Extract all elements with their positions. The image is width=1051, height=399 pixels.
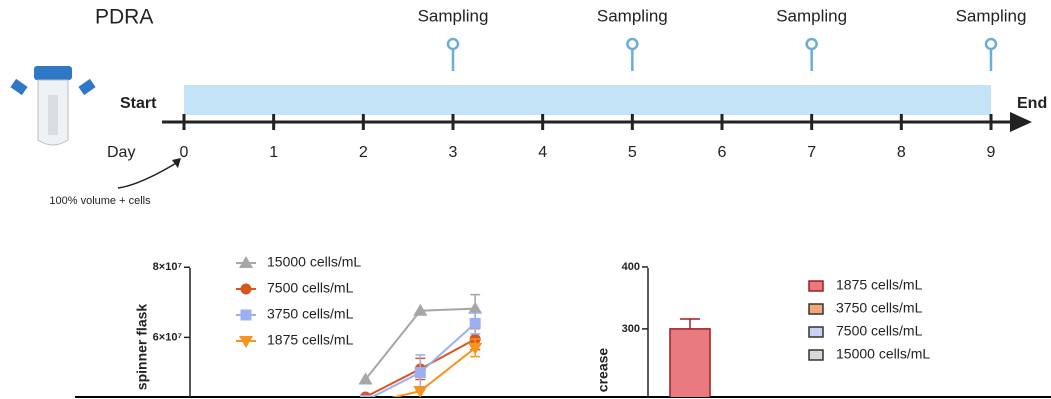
marker xyxy=(469,317,481,329)
y-tick-label: 8×10⁷ xyxy=(153,261,183,273)
day-number: 5 xyxy=(628,144,637,161)
day-number: 3 xyxy=(449,144,458,161)
legend-label: 7500 cells/mL xyxy=(836,323,923,339)
y-axis-label: spinner flask xyxy=(134,304,150,391)
bar xyxy=(669,328,711,397)
legend-label: 1875 cells/mL xyxy=(836,277,923,293)
culture-band xyxy=(184,85,991,115)
sampling-label: Sampling xyxy=(956,6,1027,25)
plot xyxy=(669,318,711,397)
legend-label: 15000 cells/mL xyxy=(836,346,930,362)
sampling-head xyxy=(626,37,639,51)
marker xyxy=(358,372,373,385)
sampling-label: Sampling xyxy=(597,6,668,25)
legend-label: 7500 cells/mL xyxy=(267,280,354,296)
marker xyxy=(413,303,428,316)
note: 100% volume + cells xyxy=(49,195,150,207)
sampling-label: Sampling xyxy=(776,6,847,25)
marker xyxy=(359,395,371,397)
day-number: 6 xyxy=(718,144,727,161)
marker xyxy=(240,309,252,321)
y-tick-label: 400 xyxy=(622,261,640,273)
flask-icon xyxy=(10,66,96,146)
plot xyxy=(358,293,483,397)
end-label: End xyxy=(1017,95,1047,112)
day-label: Day xyxy=(107,144,135,161)
y-tick-label: 6×10⁷ xyxy=(153,331,183,343)
error-bar xyxy=(680,318,700,329)
sampling-label: Sampling xyxy=(418,6,489,25)
day-number: 2 xyxy=(359,144,368,161)
title: PDRA xyxy=(95,6,153,29)
marker xyxy=(240,283,252,295)
sampling-head xyxy=(984,37,998,51)
legend-swatch xyxy=(808,280,824,292)
sampling-head xyxy=(805,37,818,51)
legend-label: 3750 cells/mL xyxy=(836,300,923,316)
legend-label: 1875 cells/mL xyxy=(267,332,354,348)
legend-swatch xyxy=(808,326,824,338)
start-label: Start xyxy=(120,95,157,112)
legend-label: 3750 cells/mL xyxy=(267,306,354,322)
axis-arrow xyxy=(1010,112,1032,132)
note-arrowhead xyxy=(172,158,181,168)
day-number: 1 xyxy=(269,144,278,161)
marker xyxy=(239,256,253,268)
day-number: 9 xyxy=(987,144,996,161)
y-tick-label: 300 xyxy=(622,323,640,335)
note-arrow xyxy=(117,161,179,189)
legend-swatch xyxy=(808,349,824,361)
marker xyxy=(413,386,428,397)
legend-label: 15000 cells/mL xyxy=(267,254,361,270)
y-axis-label: crease xyxy=(595,348,611,393)
marker xyxy=(239,336,253,348)
sampling-head xyxy=(446,37,460,51)
marker xyxy=(468,301,483,314)
marker xyxy=(468,342,483,355)
legend-swatch xyxy=(808,303,824,315)
day-number: 7 xyxy=(807,144,816,161)
day-number: 8 xyxy=(897,144,906,161)
day-number: 0 xyxy=(180,144,189,161)
marker xyxy=(414,366,426,378)
day-number: 4 xyxy=(538,144,547,161)
